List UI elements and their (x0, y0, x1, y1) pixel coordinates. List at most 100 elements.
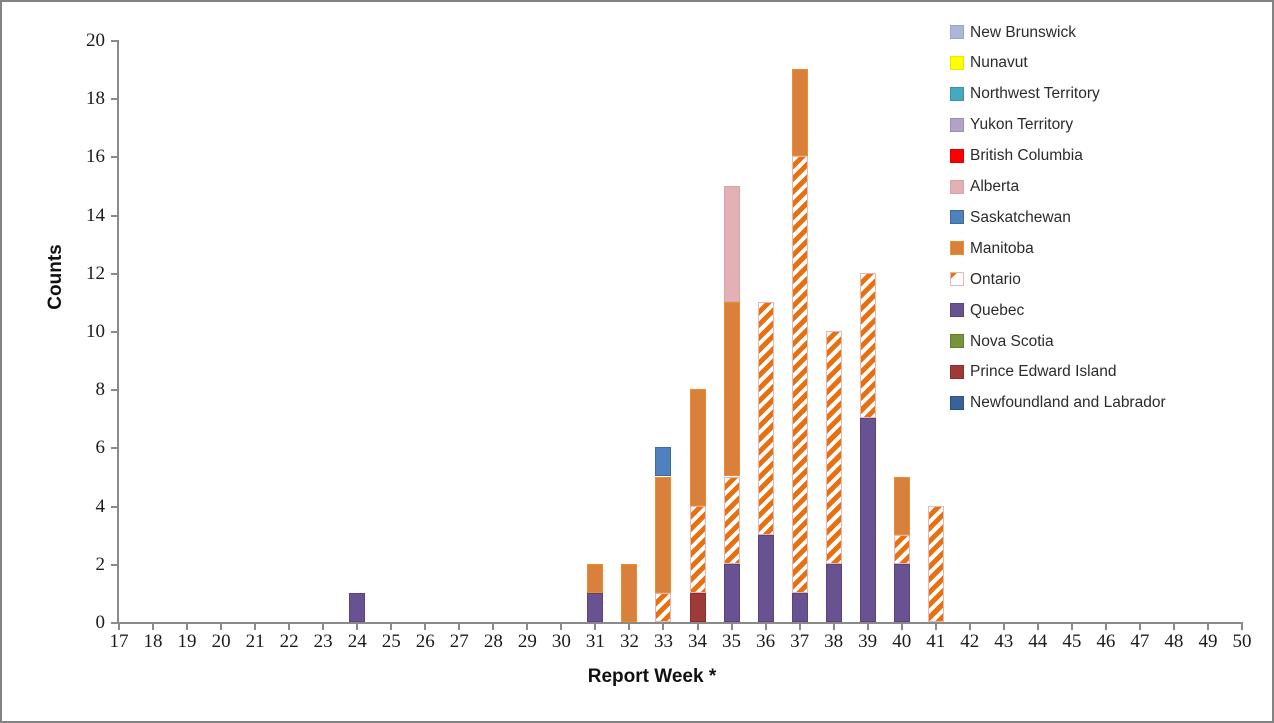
x-tick (526, 624, 529, 630)
x-tick-label: 46 (1096, 631, 1116, 652)
y-tick-label: 8 (95, 379, 106, 401)
x-tick-label: 34 (688, 631, 707, 652)
x-tick-label: 30 (551, 631, 571, 652)
x-tick (390, 624, 393, 630)
legend-item-nb: New Brunswick (950, 23, 1076, 41)
bar-segment-qc (893, 563, 910, 622)
y-tick-label: 0 (95, 612, 106, 633)
legend-swatch-nb (950, 25, 964, 39)
x-tick (356, 624, 359, 630)
x-tick-label: 21 (245, 631, 265, 652)
legend-item-on: Ontario (950, 270, 1021, 288)
x-tick (560, 624, 563, 630)
x-axis-line (113, 622, 1243, 624)
legend-swatch-ns (950, 334, 964, 348)
legend-item-bc: British Columbia (950, 147, 1083, 165)
x-tick-label: 48 (1164, 631, 1184, 652)
legend-label: British Columbia (970, 147, 1083, 165)
bar-segment-pe (689, 592, 706, 622)
x-tick-label: 37 (790, 631, 810, 652)
legend-swatch-pe (950, 364, 964, 379)
y-tick-label: 16 (86, 146, 105, 168)
x-tick-label: 32 (619, 631, 639, 652)
legend-swatch-bc (950, 148, 964, 163)
x-tick-label: 31 (585, 631, 605, 652)
x-tick (1206, 624, 1209, 630)
legend-label: Nunavut (970, 54, 1028, 72)
x-tick (458, 624, 461, 630)
x-tick-label: 23 (313, 631, 333, 652)
bar-segment-mb (893, 476, 910, 535)
bar-segment-on (723, 476, 740, 564)
legend-item-yt: Yukon Territory (950, 117, 1073, 132)
legend-swatch-nt (950, 86, 964, 101)
legend-label: New Brunswick (970, 23, 1076, 41)
legend-label: Ontario (970, 270, 1021, 288)
x-axis-title: Report Week * (587, 666, 717, 687)
x-tick (628, 624, 631, 630)
y-tick (111, 272, 117, 275)
bar-segment-sk (655, 447, 672, 477)
legend-swatch-qc (950, 303, 964, 318)
legend-item-nt: Northwest Territory (950, 85, 1100, 103)
x-tick-label: 38 (824, 631, 844, 652)
legend-swatch-mb (950, 241, 964, 256)
x-tick (1240, 624, 1243, 630)
y-tick-label: 10 (86, 321, 105, 342)
x-tick-label: 27 (449, 631, 469, 652)
bar-segment-on (927, 505, 944, 622)
x-tick-label: 26 (415, 631, 435, 652)
legend-item-nu: Nunavut (950, 54, 1028, 72)
y-tick (111, 389, 117, 392)
y-tick (111, 622, 117, 624)
x-tick-label: 45 (1062, 631, 1082, 652)
bar-segment-qc (859, 418, 876, 622)
x-tick (322, 624, 325, 630)
y-tick (111, 98, 117, 101)
x-tick-label: 17 (109, 631, 129, 652)
x-tick-label: 35 (722, 631, 742, 652)
x-tick (424, 624, 427, 630)
x-tick-label: 28 (483, 631, 503, 652)
x-tick (866, 624, 869, 630)
y-tick (111, 214, 117, 217)
x-tick (1002, 624, 1005, 630)
x-tick (934, 624, 937, 630)
legend-swatch-yt (950, 117, 964, 132)
y-tick-label: 18 (86, 88, 105, 110)
legend-item-nl: Newfoundland and Labrador (950, 395, 1166, 411)
legend-swatch-on (950, 272, 964, 287)
x-tick-label: 24 (347, 631, 367, 652)
x-tick (186, 624, 189, 630)
x-tick-label: 20 (211, 631, 231, 652)
x-tick-label: 50 (1232, 631, 1252, 652)
bar-segment-ab (723, 185, 740, 302)
legend-label: Northwest Territory (970, 85, 1100, 103)
x-tick (492, 624, 495, 630)
legend-swatch-sk (950, 210, 964, 225)
x-tick-label: 33 (653, 631, 673, 652)
bar-segment-qc (723, 563, 740, 622)
bar-segment-on (893, 534, 910, 564)
x-tick-label: 42 (960, 631, 980, 652)
y-tick (111, 563, 117, 566)
legend-label: Prince Edward Island (970, 363, 1117, 381)
x-tick (1104, 624, 1107, 630)
legend-item-mb: Manitoba (950, 241, 1034, 256)
x-tick (254, 624, 257, 630)
y-tick-label: 6 (95, 437, 106, 459)
legend-label: Nova Scotia (970, 332, 1054, 350)
x-tick (594, 624, 597, 630)
x-tick (1070, 624, 1073, 630)
x-tick-label: 44 (1028, 631, 1048, 652)
bar-segment-qc (349, 592, 366, 622)
x-tick (288, 624, 291, 630)
bar-segment-on (825, 331, 842, 564)
bar-segment-on (791, 156, 808, 593)
legend-swatch-ab (950, 179, 964, 194)
legend-label: Alberta (970, 178, 1020, 195)
y-tick (111, 505, 117, 508)
x-tick (1138, 624, 1141, 630)
y-tick-label: 14 (86, 204, 105, 226)
